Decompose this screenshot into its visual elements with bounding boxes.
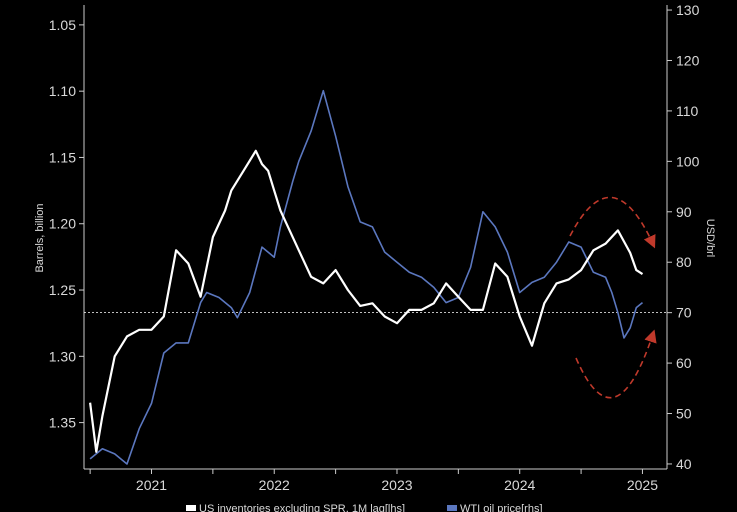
right-tick-label: 70 xyxy=(676,305,692,321)
left-axis-title: Barrels, billion xyxy=(34,203,46,272)
wti-oil-price-line xyxy=(89,89,644,465)
left-axis-ticks: 1.05 1.10 1.15 1.20 1.25 1.30 1.35 xyxy=(49,17,84,431)
left-tick-label: 1.35 xyxy=(49,415,76,431)
legend-label-inventories: US inventories excluding SPR, 1M lag[lhs… xyxy=(199,503,405,512)
right-axis-title: USD/brl xyxy=(704,219,716,258)
x-tick-label: 2025 xyxy=(627,477,658,493)
right-tick-label: 50 xyxy=(676,406,692,422)
left-tick-label: 1.15 xyxy=(49,149,76,165)
plot-frame xyxy=(83,5,668,470)
right-tick-label: 90 xyxy=(676,204,692,220)
right-tick-label: 60 xyxy=(676,355,692,371)
x-tick-label: 2023 xyxy=(381,477,412,493)
x-tick-label: 2024 xyxy=(504,477,535,493)
x-tick-label: 2022 xyxy=(259,477,290,493)
us-inventories-line xyxy=(89,149,644,453)
right-tick-label: 110 xyxy=(676,103,699,119)
legend-swatch-wti xyxy=(447,505,457,511)
x-axis-ticks: 2021 2022 2023 2024 2025 xyxy=(89,469,658,493)
left-tick-label: 1.10 xyxy=(49,83,76,99)
legend-label-wti: WTI oil price[rhs] xyxy=(460,503,543,512)
x-tick-label: 2021 xyxy=(136,477,167,493)
right-tick-label: 130 xyxy=(676,2,700,18)
lower-trend-arrow xyxy=(575,329,657,399)
left-tick-label: 1.20 xyxy=(49,216,76,232)
left-tick-label: 1.30 xyxy=(49,348,76,364)
left-tick-label: 1.25 xyxy=(49,282,76,298)
right-tick-label: 80 xyxy=(676,254,692,270)
right-axis-ticks: 130 120 110 100 90 80 70 60 50 40 xyxy=(667,2,700,472)
upper-trend-arrow xyxy=(569,196,656,249)
right-tick-label: 100 xyxy=(676,153,700,169)
left-tick-label: 1.05 xyxy=(49,17,76,33)
right-tick-label: 40 xyxy=(676,456,692,472)
legend: US inventories excluding SPR, 1M lag[lhs… xyxy=(186,503,543,512)
right-tick-label: 120 xyxy=(676,52,700,68)
legend-swatch-inventories xyxy=(186,505,196,511)
